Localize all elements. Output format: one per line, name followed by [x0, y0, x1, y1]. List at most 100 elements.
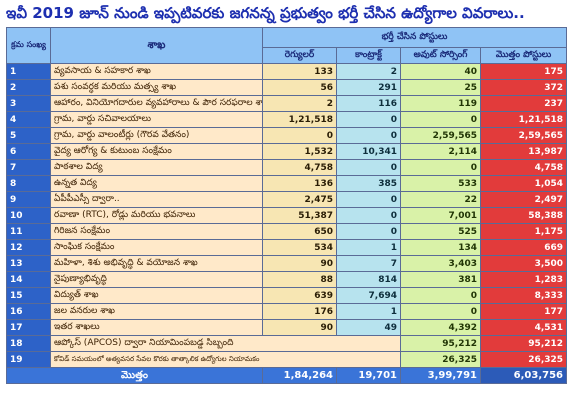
total-count: 175 — [479, 63, 568, 80]
department-name: సాంఘిక సంక్షేమం — [50, 239, 263, 256]
total-count: 8,333 — [479, 287, 568, 304]
department-name: ఆప్కోస్ (APCOS) ద్వారా నియామింపబడ్డ సిబ్… — [50, 335, 401, 352]
row-number: 17 — [6, 319, 51, 336]
regular-count: 136 — [262, 175, 337, 192]
department-name: గ్రామ, వార్డు సచివాలయాలు — [50, 111, 263, 128]
outsourcing-total: 3,99,791 — [400, 367, 481, 384]
total-count: 237 — [479, 95, 568, 112]
department-name: ఉన్నత విద్య — [50, 175, 263, 192]
total-count: 1,175 — [479, 223, 568, 240]
outsourcing-count: 4,392 — [400, 319, 481, 336]
contract-count: 0 — [336, 191, 401, 208]
department-name: గ్రామ, వార్డు వాలంటీర్లు (గౌరవ వేతనం) — [50, 127, 263, 144]
row-number: 2 — [6, 79, 51, 96]
contract-header: కాంట్రాక్ట్ — [336, 47, 401, 64]
total-count: 2,497 — [479, 191, 568, 208]
row-number: 4 — [6, 111, 51, 128]
regular-count: 0 — [262, 127, 337, 144]
contract-count: 0 — [336, 127, 401, 144]
department-name: ఆహారం, వినియోగదారుల వ్యవహారాలు & పౌర సరఫ… — [50, 95, 263, 112]
outsourcing-count: 22 — [400, 191, 481, 208]
row-number: 15 — [6, 287, 51, 304]
row-number: 1 — [6, 63, 51, 80]
row-number: 8 — [6, 175, 51, 192]
contract-count: 10,341 — [336, 143, 401, 160]
row-number: 13 — [6, 255, 51, 272]
regular-count: 51,387 — [262, 207, 337, 224]
total-count: 13,987 — [479, 143, 568, 160]
row-number: 18 — [6, 335, 51, 352]
regular-count: 1,532 — [262, 143, 337, 160]
table-row: 18 ఆప్కోస్ (APCOS) ద్వారా నియామింపబడ్డ సి… — [6, 335, 568, 352]
total-count: 1,21,518 — [479, 111, 568, 128]
table-row: 6 వైద్య ఆరోగ్య & కుటుంబ సంక్షేమం 1,532 10,3… — [6, 143, 568, 160]
table-row: 2 పశు సంవర్ధక మరియు మత్స్య శాఖ 56 291 25 372 — [6, 79, 568, 96]
contract-count: 0 — [336, 111, 401, 128]
outsourcing-header: అవుట్ సోర్సింగ్ — [400, 47, 481, 64]
table-row: 10 రవాణా (RTC), రోడ్లు మరియు భవనాలు 51,387… — [6, 207, 568, 224]
contract-count: 7 — [336, 255, 401, 272]
row-number: 12 — [6, 239, 51, 256]
department-name: జల వనరుల శాఖ — [50, 303, 263, 320]
contract-count: 0 — [336, 159, 401, 176]
table-row: 17 ఇతర శాఖలు 90 49 4,392 4,531 — [6, 319, 568, 336]
department-name: ఏపీపీఎస్సీ ద్వారా.. — [50, 191, 263, 208]
regular-count: 56 — [262, 79, 337, 96]
table-row: 13 మహిళా, శిశు అభివృద్ధి & వయోజన శాఖ 90 7 3,… — [6, 255, 568, 272]
contract-count: 814 — [336, 271, 401, 288]
regular-count: 650 — [262, 223, 337, 240]
total-count: 1,283 — [479, 271, 568, 288]
department-name: ఇతర శాఖలు — [50, 319, 263, 336]
sno-header: క్రమ సంఖ్య — [6, 27, 51, 64]
grand-total: 6,03,756 — [479, 367, 568, 384]
regular-count: 176 — [262, 303, 337, 320]
outsourcing-count: 3,403 — [400, 255, 481, 272]
outsourcing-count: 134 — [400, 239, 481, 256]
outsourcing-count: 0 — [400, 159, 481, 176]
total-count: 1,054 — [479, 175, 568, 192]
contract-count: 291 — [336, 79, 401, 96]
department-name: విద్యుత్ శాఖ — [50, 287, 263, 304]
contract-count: 49 — [336, 319, 401, 336]
table-row: 5 గ్రామ, వార్డు వాలంటీర్లు (గౌరవ వేతనం) 0 0… — [6, 127, 568, 144]
row-number: 19 — [6, 351, 51, 368]
total-count: 2,59,565 — [479, 127, 568, 144]
regular-count: 88 — [262, 271, 337, 288]
filled-posts-header: భర్తీ చేసిన పోస్టులు — [261, 27, 568, 48]
regular-total: 1,84,264 — [262, 367, 337, 384]
contract-count: 7,694 — [336, 287, 401, 304]
row-number: 5 — [6, 127, 51, 144]
table-row: 9 ఏపీపీఎస్సీ ద్వారా.. 2,475 0 22 2,497 — [6, 191, 568, 208]
contract-count: 1 — [336, 303, 401, 320]
table-row: 15 విద్యుత్ శాఖ 639 7,694 0 8,333 — [6, 287, 568, 304]
row-number: 6 — [6, 143, 51, 160]
table-row: 4 గ్రామ, వార్డు సచివాలయాలు 1,21,518 0 0 1,21,… — [6, 111, 568, 128]
department-name: కోవిడ్ సమయంలో అత్యవసర సేవల కొరకు తాత్కాల… — [50, 351, 401, 368]
regular-count: 90 — [262, 319, 337, 336]
outsourcing-count: 525 — [400, 223, 481, 240]
total-count: 3,500 — [479, 255, 568, 272]
row-number: 10 — [6, 207, 51, 224]
row-number: 11 — [6, 223, 51, 240]
table-row: 3 ఆహారం, వినియోగదారుల వ్యవహారాలు & పౌర సర… — [6, 95, 568, 112]
department-name: మహిళా, శిశు అభివృద్ధి & వయోజన శాఖ — [50, 255, 263, 272]
table-row: 1 వ్యవసాయ & సహకార శాఖ 133 2 40 175 — [6, 63, 568, 80]
regular-count: 2 — [262, 95, 337, 112]
table-row: 19 కోవిడ్ సమయంలో అత్యవసర సేవల కొరకు తాత్క… — [6, 351, 568, 368]
department-name: పశు సంవర్ధక మరియు మత్స్య శాఖ — [50, 79, 263, 96]
outsourcing-count: 25 — [400, 79, 481, 96]
outsourcing-count: 2,114 — [400, 143, 481, 160]
total-count: 372 — [479, 79, 568, 96]
department-name: వైద్య ఆరోగ్య & కుటుంబ సంక్షేమం — [50, 143, 263, 160]
jobs-table: క్రమ సంఖ్య శాఖ భర్తీ చేసిన పోస్టులు రెగ్… — [6, 27, 568, 384]
page-title: ఇవీ 2019 జూన్ నుండి ఇప్పటివరకు జగనన్న ప్… — [6, 4, 525, 22]
total-header: మొత్తం పోస్టులు — [479, 47, 568, 64]
regular-count: 90 — [262, 255, 337, 272]
row-number: 9 — [6, 191, 51, 208]
row-number: 7 — [6, 159, 51, 176]
contract-count: 385 — [336, 175, 401, 192]
contract-count: 116 — [336, 95, 401, 112]
outsourcing-count: 26,325 — [400, 351, 481, 368]
table-row: 12 సాంఘిక సంక్షేమం 534 1 134 669 — [6, 239, 568, 256]
department-name: గిరిజన సంక్షేమం — [50, 223, 263, 240]
